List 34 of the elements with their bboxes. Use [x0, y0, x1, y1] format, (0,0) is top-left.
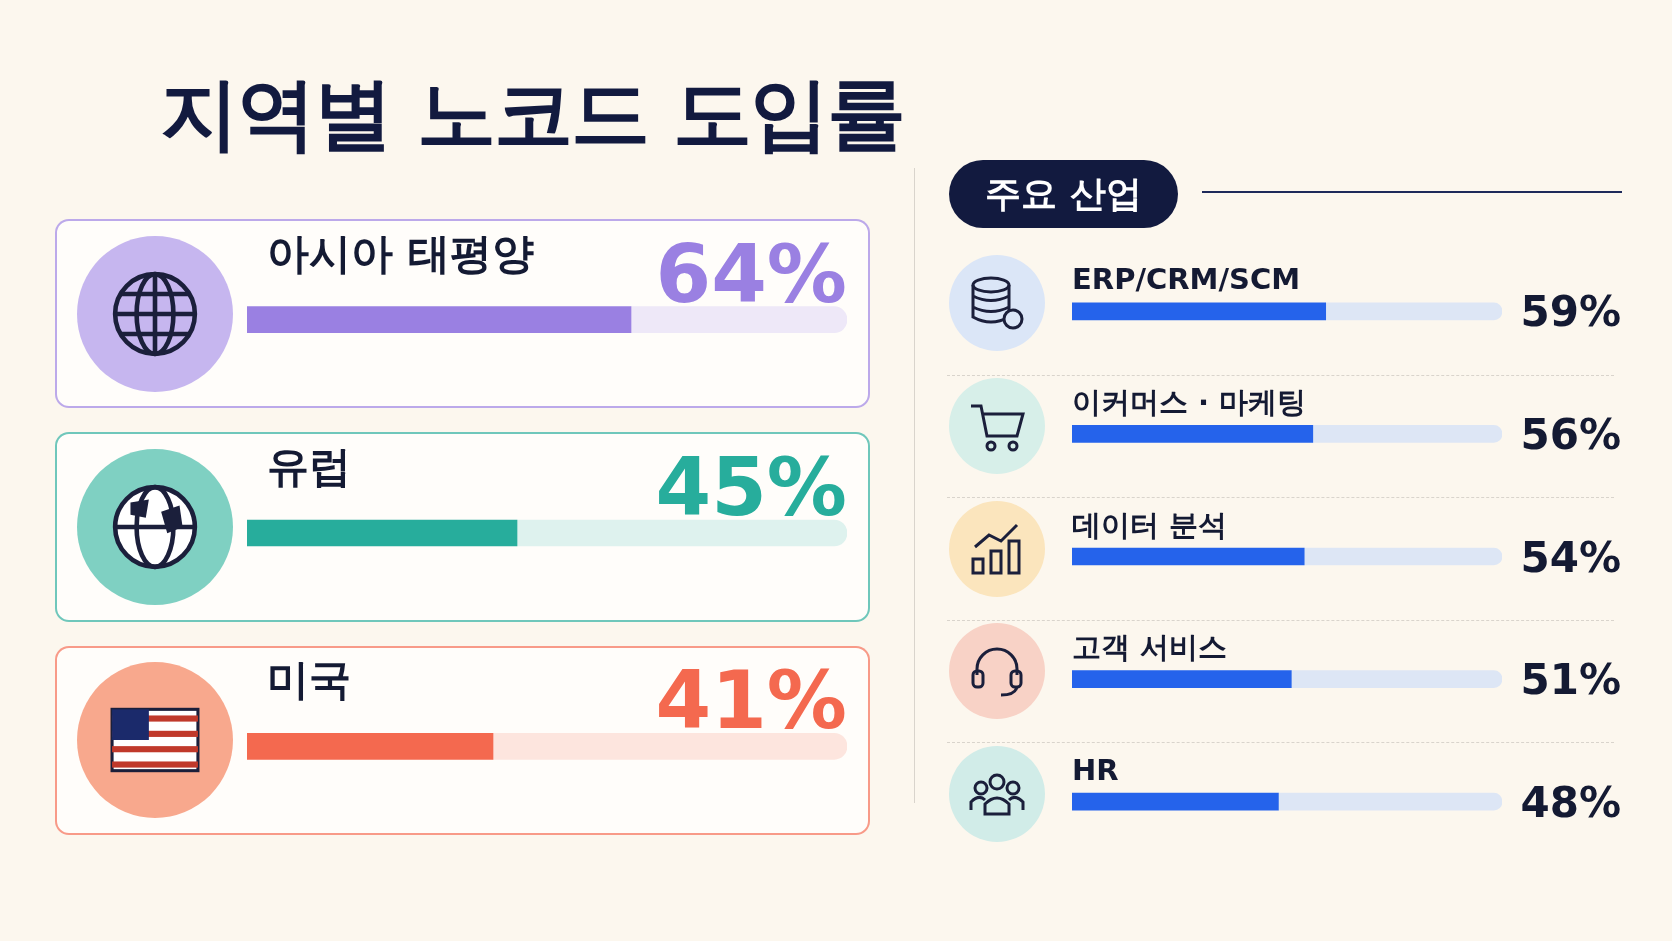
data-label: 56% — [1520, 409, 1621, 459]
data-label: 51% — [1520, 655, 1621, 705]
category-label: 유럽 — [267, 442, 351, 491]
bar — [1072, 670, 1292, 688]
data-label: 64% — [655, 227, 847, 321]
data-label: 48% — [1520, 777, 1621, 827]
data-label: 54% — [1520, 532, 1621, 582]
bar — [630, 306, 847, 333]
bar — [1303, 547, 1502, 566]
chart-title: 주요 산업 — [949, 160, 1178, 228]
data-label: 41% — [655, 654, 847, 748]
bar — [247, 306, 632, 333]
category-label: 미국 — [267, 655, 351, 705]
category-label: ERP/CRM/SCM — [1072, 262, 1301, 297]
bar — [1072, 425, 1314, 443]
data-label: 45% — [655, 441, 847, 534]
data-label: 59% — [1520, 287, 1621, 337]
category-label: 고객 서비스 — [1072, 630, 1228, 665]
bar — [247, 733, 494, 760]
bar — [492, 733, 847, 760]
category-label: 데이터 분석 — [1072, 507, 1228, 542]
bar — [1072, 547, 1305, 566]
bar — [247, 519, 518, 547]
bar — [1072, 792, 1279, 811]
bar — [516, 519, 847, 547]
category-label: 아시아 태평양 — [267, 228, 534, 278]
category-label: 이커머스 · 마케팅 — [1072, 384, 1307, 419]
chart-title: 지역별 노코드 도입률 — [160, 67, 905, 162]
category-label: HR — [1072, 752, 1119, 787]
bar — [1278, 792, 1502, 811]
bar — [1290, 670, 1502, 688]
bar — [1072, 302, 1327, 321]
bar — [1312, 425, 1502, 443]
bar — [1325, 302, 1502, 321]
